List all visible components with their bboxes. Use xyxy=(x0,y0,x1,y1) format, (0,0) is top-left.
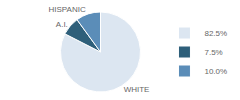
svg-text:82.5%: 82.5% xyxy=(204,29,227,38)
svg-text:WHITE: WHITE xyxy=(124,85,150,94)
svg-text:HISPANIC: HISPANIC xyxy=(48,5,85,14)
svg-text:A.I.: A.I. xyxy=(56,20,68,29)
svg-text:7.5%: 7.5% xyxy=(204,48,222,57)
svg-text:10.0%: 10.0% xyxy=(204,67,227,76)
